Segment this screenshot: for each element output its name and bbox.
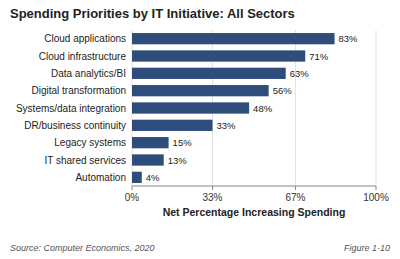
bar (132, 50, 305, 61)
data-label: 63% (290, 68, 310, 79)
x-axis-label: Net Percentage Increasing Spending (163, 206, 346, 218)
title: Spending Priorities by IT Initiative: Al… (10, 6, 295, 21)
category-label: Automation (75, 172, 126, 183)
bar (132, 137, 169, 148)
category-label: DR/business continuity (24, 120, 126, 131)
bar (132, 102, 249, 113)
bar (132, 172, 142, 183)
category-label: Systems/data integration (16, 103, 126, 114)
data-label: 56% (273, 85, 293, 96)
chart-container: Spending Priorities by IT Initiative: Al… (0, 0, 400, 259)
category-label: Cloud applications (44, 33, 126, 44)
axis-line (132, 186, 376, 187)
data-label: 83% (339, 33, 359, 44)
bar (132, 154, 164, 165)
category-label: Cloud infrastructure (39, 51, 127, 62)
source-note: Source: Computer Economics, 2020 (10, 243, 155, 253)
bars (132, 33, 335, 183)
tick-label: 100% (363, 192, 389, 203)
data-label: 13% (168, 155, 188, 166)
category-label: Digital transformation (32, 85, 126, 96)
data-label: 15% (173, 137, 193, 148)
grid (132, 30, 376, 186)
bar (132, 120, 213, 131)
bar (132, 85, 269, 96)
data-label: 71% (309, 51, 329, 62)
chart: Spending Priorities by IT Initiative: Al… (0, 0, 400, 259)
category-label: IT shared services (44, 155, 126, 166)
data-label: 4% (146, 172, 160, 183)
tick-label: 33% (203, 192, 223, 203)
tick-mark (376, 186, 377, 190)
y-axis: Cloud applications Cloud infrastructure Da… (16, 33, 126, 183)
tick-mark (212, 186, 213, 190)
tick-mark (132, 186, 133, 190)
data-label: 48% (253, 103, 273, 114)
category-label: Data analytics/BI (51, 68, 126, 79)
tick-label: 67% (285, 192, 305, 203)
tick-mark (295, 186, 296, 190)
data-label: 33% (217, 120, 237, 131)
data-labels: 83% 71% 63% 56%48% 33% 15% 13% 4% (146, 33, 358, 183)
category-label: Legacy systems (54, 137, 126, 148)
tick-label: 0% (125, 192, 140, 203)
bar (132, 68, 286, 79)
grid-line (376, 30, 377, 186)
figure-note: Figure 1-10 (344, 243, 390, 253)
x-axis: 0% 33% 67% 100% (125, 186, 389, 203)
bar (132, 33, 335, 44)
